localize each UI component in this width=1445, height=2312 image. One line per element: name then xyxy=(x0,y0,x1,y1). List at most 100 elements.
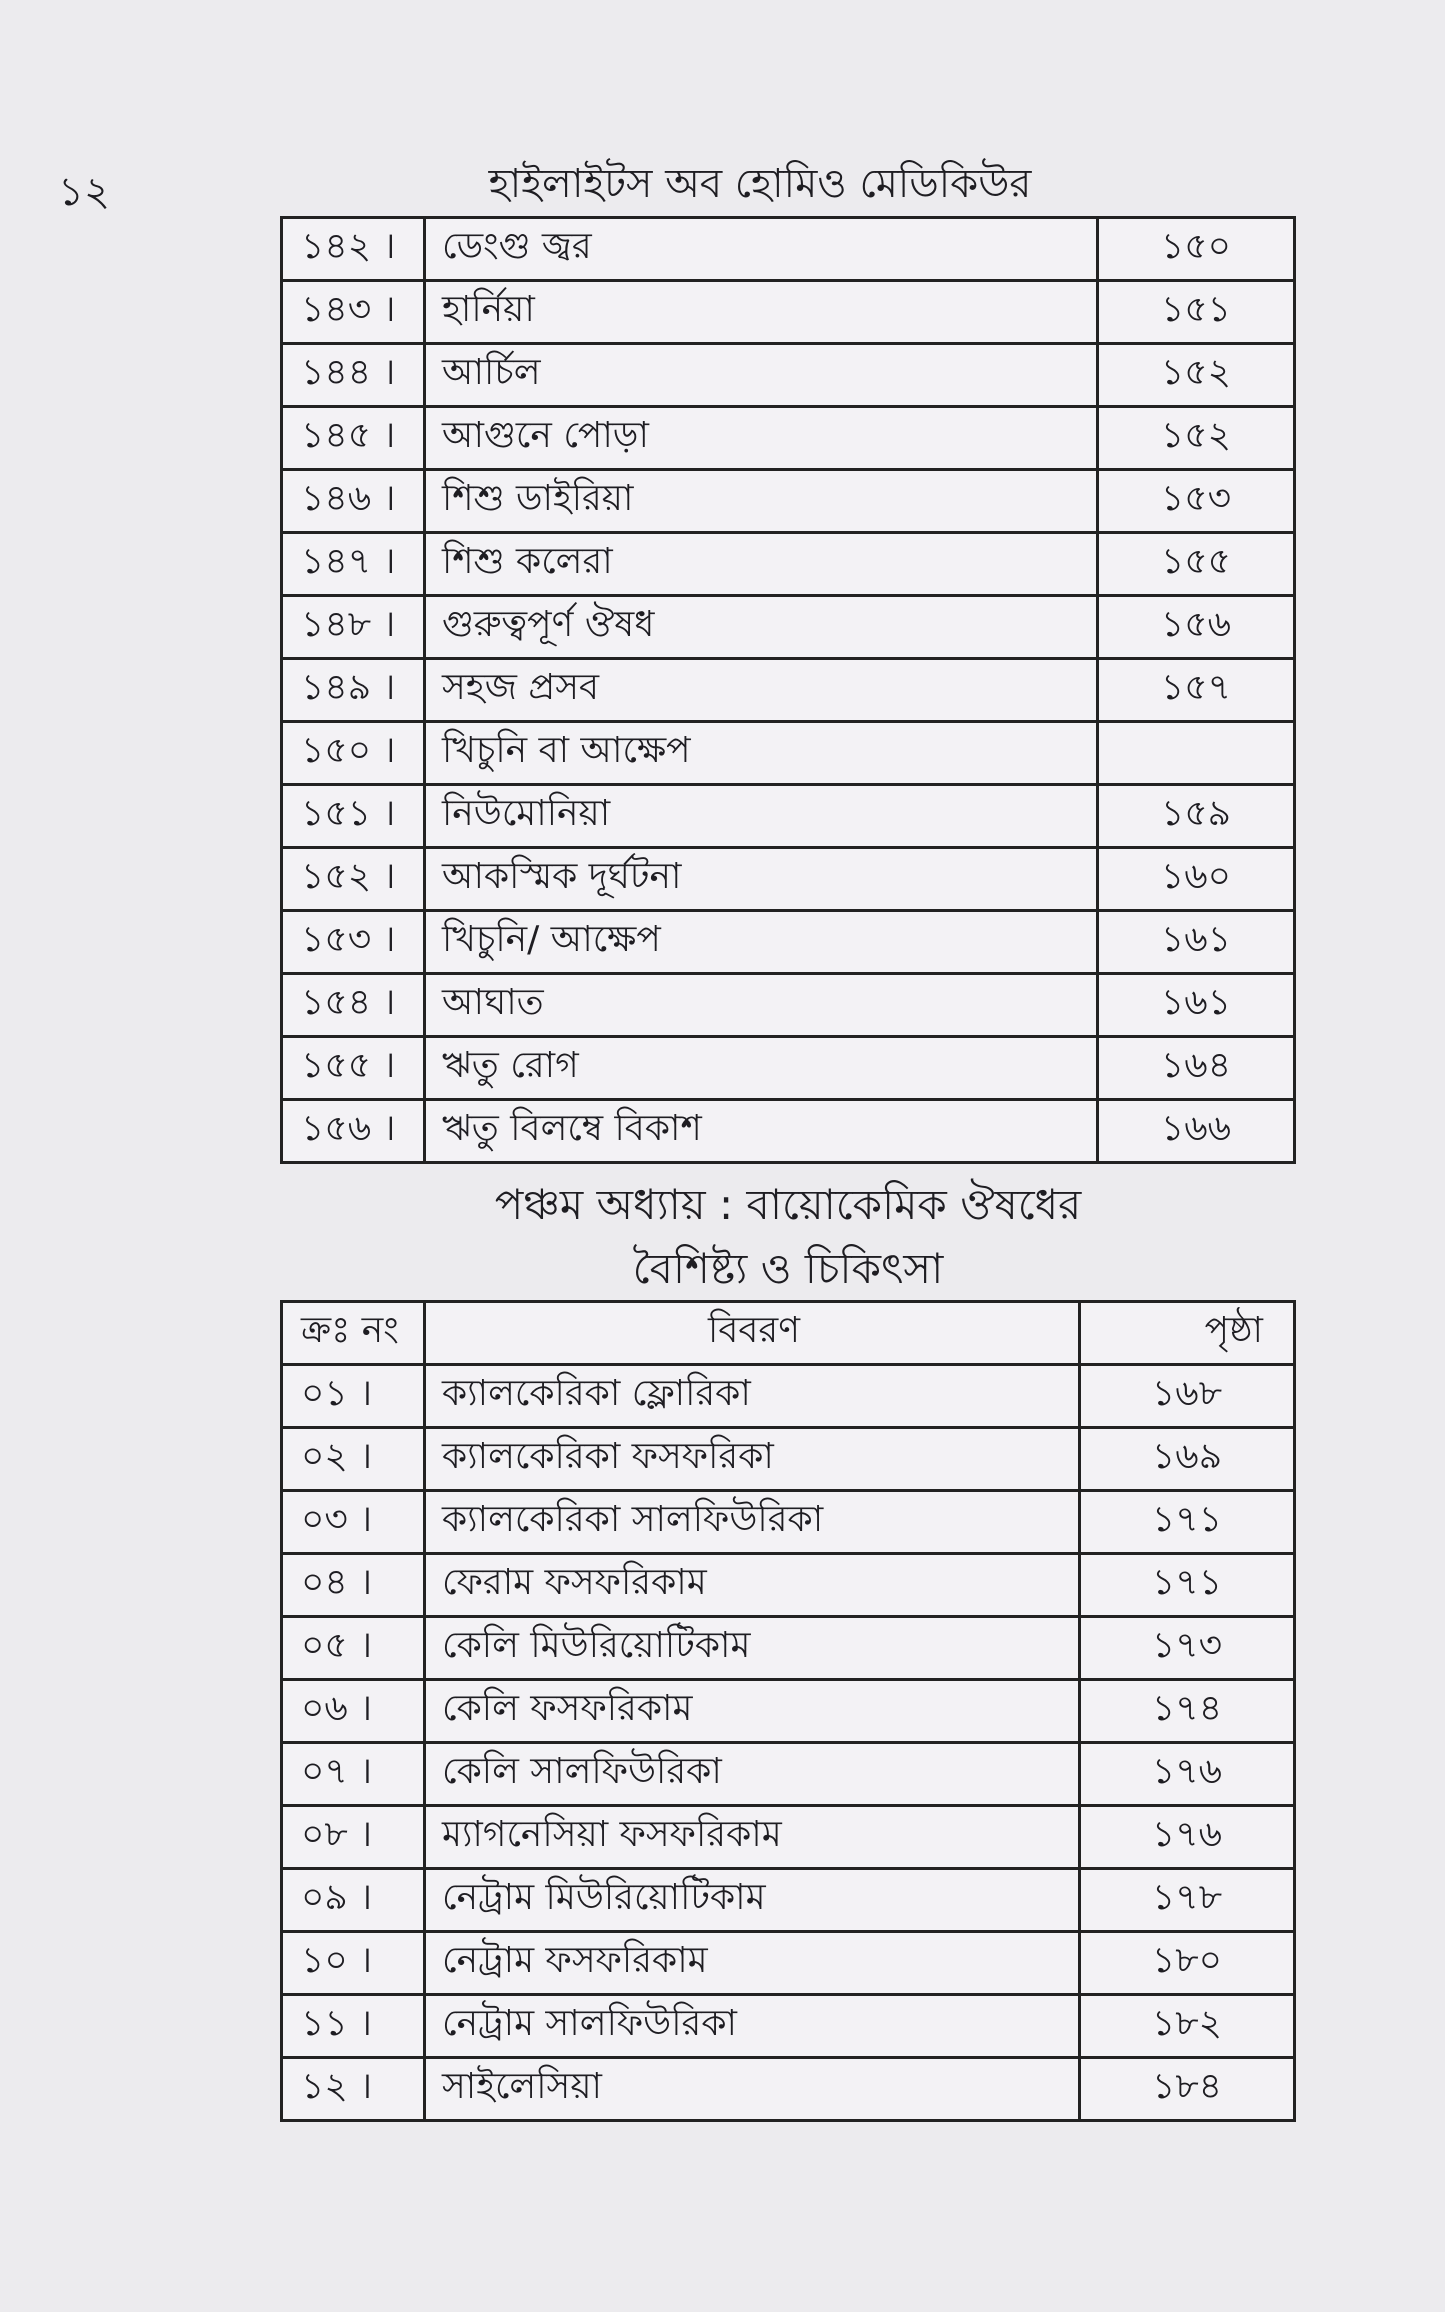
entry-title: শিশু ডাইরিয়া xyxy=(423,468,1099,534)
entry-title: গুরুত্বপূর্ণ ঔষধ xyxy=(423,594,1099,660)
table-row: ০৯ । নেট্রাম মিউরিয়োটিকাম ১৭৮ xyxy=(280,1867,1296,1933)
page-number-cell: ১৬১ xyxy=(1096,909,1296,975)
table-row: ০৩ । ক্যালকেরিকা সালফিউরিকা ১৭১ xyxy=(280,1489,1296,1555)
page-number-cell: ১৫১ xyxy=(1096,279,1296,345)
entry-title: খিচুনি/ আক্ষেপ xyxy=(423,909,1099,975)
table-row: ১৪৫ । আগুনে পোড়া ১৫২ xyxy=(280,405,1296,471)
page-number-cell: ১৫৭ xyxy=(1096,657,1296,723)
table-row: ০৫ । কেলি মিউরিয়োটিকাম ১৭৩ xyxy=(280,1615,1296,1681)
serial-number: ১৪৩ । xyxy=(280,279,426,345)
table-header-row: ক্রঃ নং বিবরণ পৃষ্ঠা xyxy=(280,1300,1296,1366)
table-row: ০৪ । ফেরাম ফসফরিকাম ১৭১ xyxy=(280,1552,1296,1618)
table-row: ১৪৪ । আর্চিল ১৫২ xyxy=(280,342,1296,408)
entry-title: সহজ প্রসব xyxy=(423,657,1099,723)
page-number-cell: ১৮০ xyxy=(1078,1930,1296,1996)
serial-number: ০৬ । xyxy=(280,1678,426,1744)
book-title: হাইলাইটস অব হোমিও মেডিকিউর xyxy=(488,161,1032,207)
entry-title: ম্যাগনেসিয়া ফসফরিকাম xyxy=(423,1804,1081,1870)
table-row: ১৪২ । ডেংগু জ্বর ১৫০ xyxy=(280,216,1296,282)
serial-number: ১৪৭ । xyxy=(280,531,426,597)
chapter-heading-line2: বৈশিষ্ট্য ও চিকিৎসা xyxy=(632,1244,944,1293)
page-number-cell: ১৭৪ xyxy=(1078,1678,1296,1744)
page-number: ১২ xyxy=(58,169,110,215)
entry-title: ঋতু বিলম্বে বিকাশ xyxy=(423,1098,1099,1164)
serial-number: ১৪৮ । xyxy=(280,594,426,660)
entry-title: নেট্রাম সালফিউরিকা xyxy=(423,1993,1081,2059)
serial-number: ১৫৫ । xyxy=(280,1035,426,1101)
entry-title: নিউমোনিয়া xyxy=(423,783,1099,849)
table-row: ১৫২ । আকস্মিক দূর্ঘটনা ১৬০ xyxy=(280,846,1296,912)
serial-number: ১০ । xyxy=(280,1930,426,1996)
serial-number: ০১ । xyxy=(280,1363,426,1429)
chapter-heading-line1: পঞ্চম অধ্যায় : বায়োকেমিক ঔষধের xyxy=(494,1180,1082,1229)
serial-number: ১২ । xyxy=(280,2056,426,2122)
table-row: ১৪৩ । হার্নিয়া ১৫১ xyxy=(280,279,1296,345)
table-row: ১১ । নেট্রাম সালফিউরিকা ১৮২ xyxy=(280,1993,1296,2059)
entry-title: ক্যালকেরিকা ফ্লোরিকা xyxy=(423,1363,1081,1429)
entry-title: ক্যালকেরিকা সালফিউরিকা xyxy=(423,1489,1081,1555)
page-number-cell xyxy=(1096,720,1296,786)
table-row: ০৭ । কেলি সালফিউরিকা ১৭৬ xyxy=(280,1741,1296,1807)
entry-title: কেলি মিউরিয়োটিকাম xyxy=(423,1615,1081,1681)
page-number-cell: ১৭৩ xyxy=(1078,1615,1296,1681)
page-number-cell: ১৮৪ xyxy=(1078,2056,1296,2122)
entry-title: আঘাত xyxy=(423,972,1099,1038)
page-number-cell: ১৭১ xyxy=(1078,1489,1296,1555)
page-number-cell: ১৫০ xyxy=(1096,216,1296,282)
table-row: ০২ । ক্যালকেরিকা ফসফরিকা ১৬৯ xyxy=(280,1426,1296,1492)
contents-table-2: ক্রঃ নং বিবরণ পৃষ্ঠা ০১ । ক্যালকেরিকা ফ্ল… xyxy=(280,1300,1296,2122)
page-number-cell: ১৭৬ xyxy=(1078,1804,1296,1870)
table-row: ১৪৯ । সহজ প্রসব ১৫৭ xyxy=(280,657,1296,723)
serial-number: ১৫০ । xyxy=(280,720,426,786)
serial-number: ০৫ । xyxy=(280,1615,426,1681)
entry-title: হার্নিয়া xyxy=(423,279,1099,345)
table-row: ১৪৮ । গুরুত্বপূর্ণ ঔষধ ১৫৬ xyxy=(280,594,1296,660)
page-number-cell: ১৬০ xyxy=(1096,846,1296,912)
table-row: ০৮ । ম্যাগনেসিয়া ফসফরিকাম ১৭৬ xyxy=(280,1804,1296,1870)
header-serial: ক্রঃ নং xyxy=(280,1300,426,1366)
serial-number: ০২ । xyxy=(280,1426,426,1492)
contents-table-1: ১৪২ । ডেংগু জ্বর ১৫০ ১৪৩ । হার্নিয়া ১৫১ ১৪৪ ।… xyxy=(280,216,1296,1164)
page-number-cell: ১৫২ xyxy=(1096,405,1296,471)
serial-number: ১৫২ । xyxy=(280,846,426,912)
entry-title: কেলি সালফিউরিকা xyxy=(423,1741,1081,1807)
serial-number: ১১ । xyxy=(280,1993,426,2059)
page-number-cell: ১৭৬ xyxy=(1078,1741,1296,1807)
header-page: পৃষ্ঠা xyxy=(1078,1300,1296,1366)
page-number-cell: ১৫৯ xyxy=(1096,783,1296,849)
table-row: ১৫৫ । ঋতু রোগ ১৬৪ xyxy=(280,1035,1296,1101)
serial-number: ০৮ । xyxy=(280,1804,426,1870)
serial-number: ১৫৩ । xyxy=(280,909,426,975)
serial-number: ১৪৯ । xyxy=(280,657,426,723)
table-row: ০৬ । কেলি ফসফরিকাম ১৭৪ xyxy=(280,1678,1296,1744)
serial-number: ১৪৫ । xyxy=(280,405,426,471)
page-number-cell: ১৬১ xyxy=(1096,972,1296,1038)
table-row: ১৫৬ । ঋতু বিলম্বে বিকাশ ১৬৬ xyxy=(280,1098,1296,1164)
entry-title: ফেরাম ফসফরিকাম xyxy=(423,1552,1081,1618)
serial-number: ১৪৬ । xyxy=(280,468,426,534)
entry-title: কেলি ফসফরিকাম xyxy=(423,1678,1081,1744)
serial-number: ০৩ । xyxy=(280,1489,426,1555)
page-number-cell: ১৬৯ xyxy=(1078,1426,1296,1492)
table-row: ১০ । নেট্রাম ফসফরিকাম ১৮০ xyxy=(280,1930,1296,1996)
serial-number: ১৫৪ । xyxy=(280,972,426,1038)
page-number-cell: ১৭১ xyxy=(1078,1552,1296,1618)
table-row: ১৫০ । খিচুনি বা আক্ষেপ xyxy=(280,720,1296,786)
serial-number: ০৪ । xyxy=(280,1552,426,1618)
page-number-cell: ১৫৫ xyxy=(1096,531,1296,597)
serial-number: ১৪৪ । xyxy=(280,342,426,408)
entry-title: নেট্রাম মিউরিয়োটিকাম xyxy=(423,1867,1081,1933)
page-number-cell: ১৮২ xyxy=(1078,1993,1296,2059)
page-number-cell: ১৬৮ xyxy=(1078,1363,1296,1429)
entry-title: আকস্মিক দূর্ঘটনা xyxy=(423,846,1099,912)
serial-number: ১৪২ । xyxy=(280,216,426,282)
table-row: ১৪৭ । শিশু কলেরা ১৫৫ xyxy=(280,531,1296,597)
table-row: ১৫৪ । আঘাত ১৬১ xyxy=(280,972,1296,1038)
page-number-cell: ১৫৬ xyxy=(1096,594,1296,660)
page-number-cell: ১৭৮ xyxy=(1078,1867,1296,1933)
page-number-cell: ১৬৪ xyxy=(1096,1035,1296,1101)
header-description: বিবরণ xyxy=(423,1300,1081,1366)
table-row: ১৪৬ । শিশু ডাইরিয়া ১৫৩ xyxy=(280,468,1296,534)
serial-number: ১৫১ । xyxy=(280,783,426,849)
entry-title: ঋতু রোগ xyxy=(423,1035,1099,1101)
